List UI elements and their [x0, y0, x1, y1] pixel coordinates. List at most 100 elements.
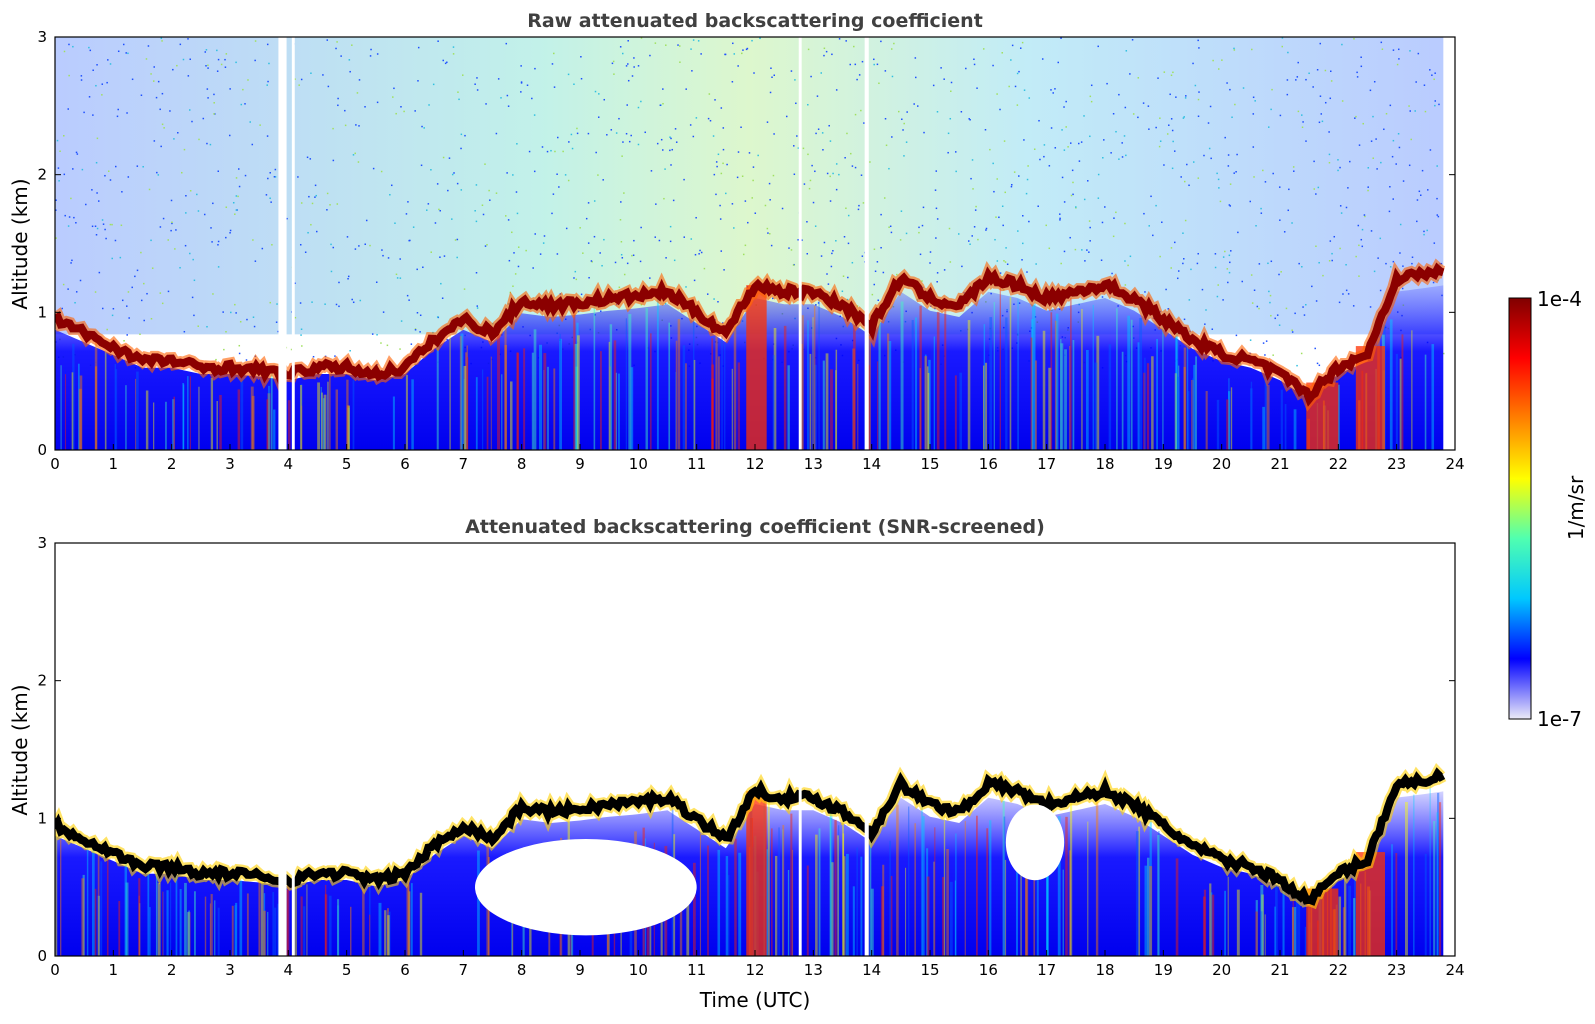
noise-pixel: [517, 246, 520, 248]
noise-pixel: [197, 210, 200, 212]
noise-pixel: [996, 178, 998, 180]
noise-pixel: [620, 201, 622, 203]
streak: [321, 392, 323, 450]
noise-pixel: [437, 40, 439, 42]
noise-pixel: [935, 237, 937, 239]
noise-pixel: [1084, 260, 1086, 262]
noise-pixel: [600, 310, 602, 312]
noise-pixel: [1124, 284, 1127, 286]
noise-pixel: [359, 299, 362, 302]
noise-pixel: [1434, 100, 1437, 102]
streak: [1157, 834, 1160, 956]
noise-pixel: [174, 248, 176, 250]
streak: [815, 834, 818, 956]
noise-pixel: [1349, 160, 1351, 163]
noise-pixel: [162, 217, 165, 220]
streak: [944, 306, 947, 450]
noise-pixel: [803, 183, 806, 185]
noise-pixel: [338, 305, 340, 308]
streak: [1017, 299, 1019, 450]
noise-pixel: [1253, 289, 1256, 291]
noise-pixel: [396, 277, 399, 279]
noise-pixel: [1184, 219, 1187, 222]
noise-pixel: [1214, 253, 1217, 255]
colorbar-max-label: 1e-4: [1537, 287, 1582, 311]
noise-pixel: [198, 138, 200, 141]
y-tick-label: 1: [37, 303, 47, 321]
noise-pixel: [769, 91, 772, 94]
noise-pixel: [817, 302, 820, 304]
noise-pixel: [393, 87, 395, 90]
noise-pixel: [611, 62, 614, 65]
noise-pixel: [741, 52, 743, 55]
noise-pixel: [1121, 142, 1123, 144]
noise-pixel: [550, 149, 552, 152]
noise-pixel: [311, 202, 314, 205]
noise-pixel: [929, 251, 932, 253]
noise-pixel: [876, 63, 879, 66]
noise-pixel: [670, 137, 672, 140]
noise-pixel: [1111, 272, 1113, 275]
noise-pixel: [446, 338, 448, 341]
noise-pixel: [1318, 364, 1321, 367]
streak: [1436, 812, 1439, 956]
noise-pixel: [1339, 247, 1341, 250]
noise-pixel: [1021, 259, 1023, 261]
streak: [323, 398, 325, 450]
noise-pixel: [733, 53, 736, 55]
noise-pixel: [1270, 314, 1272, 317]
noise-pixel: [627, 63, 629, 65]
noise-pixel: [1001, 205, 1004, 208]
noise-pixel: [1321, 120, 1324, 123]
noise-pixel: [506, 172, 508, 174]
noise-pixel: [146, 292, 148, 295]
noise-pixel: [380, 342, 382, 344]
streak: [1438, 802, 1442, 956]
noise-pixel: [206, 325, 208, 328]
noise-pixel: [1385, 112, 1388, 115]
streak: [299, 385, 303, 450]
noise-pixel: [551, 63, 554, 65]
noise-pixel: [815, 304, 817, 306]
streak: [60, 839, 62, 956]
noise-pixel: [1302, 121, 1304, 123]
noise-pixel: [943, 78, 945, 80]
noise-pixel: [1437, 215, 1440, 218]
streak: [822, 360, 825, 450]
noise-pixel: [1147, 105, 1150, 107]
noise-pixel: [831, 53, 833, 56]
noise-pixel: [620, 241, 623, 243]
raw-backscatter-heatmap: [55, 37, 1446, 450]
noise-pixel: [300, 334, 302, 336]
noise-pixel: [176, 64, 178, 67]
noise-pixel: [874, 270, 877, 273]
streak: [707, 845, 709, 956]
noise-pixel: [1083, 198, 1086, 201]
noise-pixel: [936, 111, 939, 113]
noise-pixel: [1025, 192, 1028, 195]
noise-pixel: [1050, 89, 1052, 91]
noise-pixel: [809, 179, 812, 182]
streak: [767, 794, 770, 956]
noise-pixel: [663, 197, 665, 200]
noise-pixel: [1227, 154, 1230, 156]
noise-pixel: [847, 242, 850, 245]
data-gap: [864, 37, 869, 450]
noise-pixel: [485, 103, 487, 105]
streak: [733, 322, 737, 450]
noise-pixel: [68, 216, 71, 218]
noise-pixel: [212, 293, 214, 295]
noise-pixel: [76, 153, 79, 155]
x-tick-label: 1: [109, 961, 119, 979]
noise-pixel: [694, 253, 697, 256]
noise-pixel: [446, 61, 448, 64]
noise-pixel: [790, 70, 793, 72]
streak: [1130, 319, 1133, 450]
noise-pixel: [709, 119, 712, 122]
noise-pixel: [1080, 141, 1083, 143]
noise-pixel: [1197, 39, 1199, 42]
screened-region: [1005, 804, 1065, 881]
noise-pixel: [1004, 191, 1006, 194]
noise-pixel: [633, 66, 635, 68]
noise-pixel: [860, 174, 863, 176]
